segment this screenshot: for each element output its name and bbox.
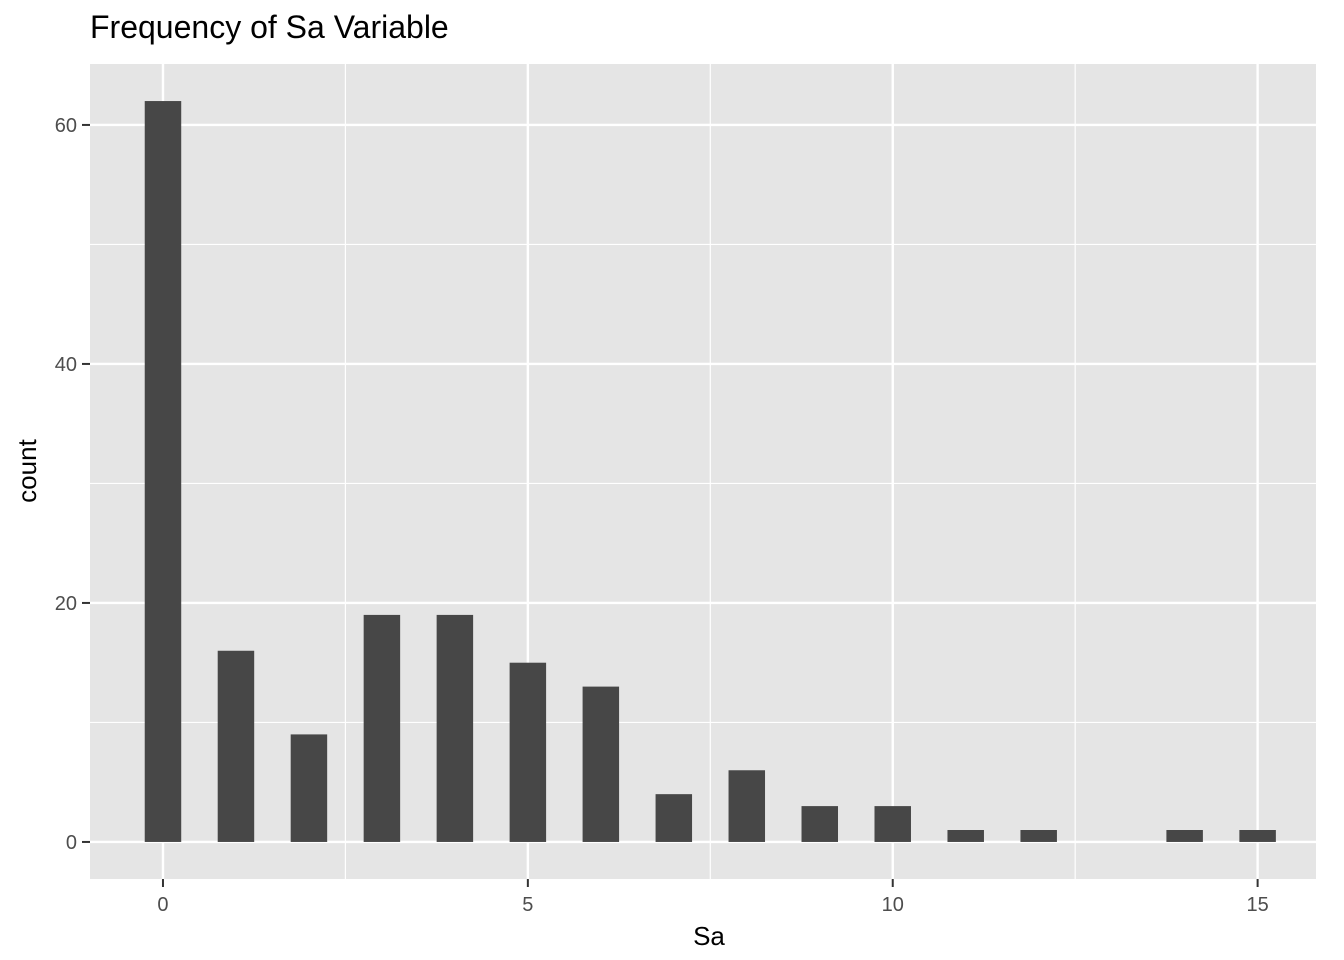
bars-group [144, 101, 1276, 842]
x-axis: 0 5 10 15 [157, 879, 1269, 916]
bar [290, 734, 328, 842]
y-tick-label: 20 [55, 593, 77, 615]
bar [217, 650, 255, 842]
chart-title: Frequency of Sa Variable [90, 9, 449, 45]
bar [144, 101, 182, 842]
minor-gridlines [90, 64, 1316, 879]
x-tick-label: 15 [1246, 894, 1268, 916]
bar [655, 794, 693, 842]
bar [436, 614, 474, 842]
plot-panel [90, 64, 1316, 879]
bar [947, 830, 984, 842]
x-tick-label: 5 [522, 894, 533, 916]
bar [874, 806, 911, 842]
x-axis-title: Sa [693, 921, 725, 951]
bar [363, 614, 401, 842]
bar [1239, 830, 1276, 842]
bar [728, 770, 766, 842]
y-axis: 0 20 40 60 [55, 115, 90, 854]
bar [1020, 830, 1057, 842]
y-axis-title: count [12, 438, 42, 502]
x-tick-label: 0 [157, 894, 168, 916]
y-tick-label: 60 [55, 115, 77, 137]
y-tick-label: 40 [55, 354, 77, 376]
y-tick-label: 0 [66, 832, 77, 854]
x-tick-label: 10 [882, 894, 904, 916]
bar [509, 662, 547, 842]
bar [801, 806, 839, 842]
bar [582, 686, 620, 842]
bar [1166, 830, 1203, 842]
